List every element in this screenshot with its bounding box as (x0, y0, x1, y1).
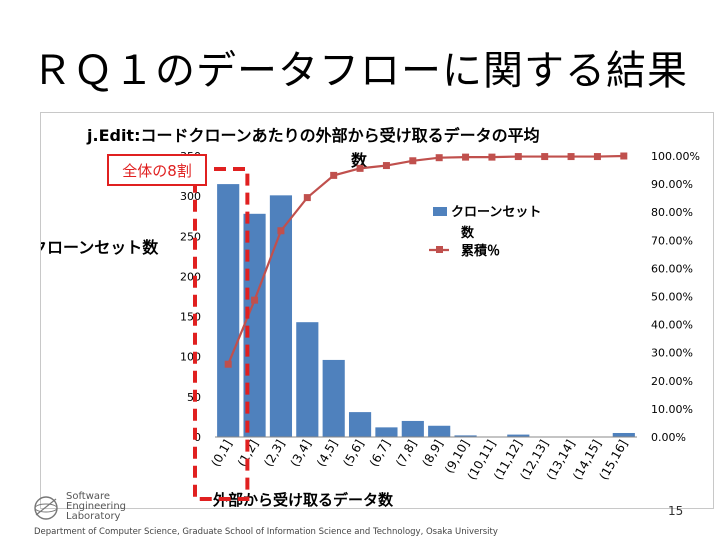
bar (507, 434, 530, 437)
bar (269, 195, 293, 437)
cumulative-point (593, 153, 601, 161)
chart-title-continued: 数 (351, 151, 368, 170)
cumulative-point (620, 152, 628, 160)
cumulative-line (227, 154, 624, 365)
cumulative-point (356, 164, 364, 172)
footer-text: Department of Computer Science, Graduate… (34, 527, 498, 537)
cumulative-point (382, 162, 390, 170)
logo-line: Laboratory (66, 511, 121, 522)
bar (454, 435, 477, 437)
logo-line: Engineering (66, 501, 126, 512)
legend-bar-label: クローンセット (451, 205, 541, 220)
x-tick-label: (8,9] (419, 438, 445, 470)
x-tick-label: (4,5] (314, 438, 340, 470)
y2-tick-label: 80.00% (651, 206, 693, 219)
legend-line-marker (436, 246, 443, 253)
logo-line: Software (66, 491, 111, 502)
bar (322, 359, 345, 437)
x-tick-label: (7,8] (393, 438, 419, 470)
cumulative-point (224, 360, 232, 368)
callout-label: 全体の8割 (122, 162, 192, 180)
x-axis-label: 外部から受け取るデータ数 (212, 491, 394, 508)
y2-tick-label: 100.00% (651, 150, 700, 163)
chart-title: j.Edit:コードクローンあたりの外部から受け取るデータの平均 (86, 126, 540, 145)
bar (217, 184, 240, 437)
y-tick-label: 250 (180, 230, 201, 243)
cumulative-point (303, 194, 311, 202)
cumulative-point (567, 153, 575, 161)
y2-tick-label: 70.00% (651, 234, 693, 247)
highlight-box (193, 167, 250, 501)
bar (296, 322, 319, 437)
y2-tick-label: 0.00% (651, 431, 686, 444)
cumulative-point (514, 153, 522, 161)
y2-tick-label: 10.00% (651, 403, 693, 416)
y-tick-label: 200 (180, 270, 201, 283)
x-tick-label: (6,7] (367, 438, 393, 470)
legend-bar-label-continued: 数 (461, 225, 475, 241)
y2-tick-label: 30.00% (651, 347, 693, 360)
cumulative-point (251, 296, 259, 304)
cumulative-point (277, 227, 285, 235)
y-tick-label: 100 (180, 351, 201, 364)
callout-box (107, 154, 207, 186)
y2-tick-label: 20.00% (651, 375, 693, 388)
x-tick-label: (2,3] (261, 438, 287, 470)
cumulative-point (488, 153, 496, 161)
bar (428, 425, 451, 437)
y2-tick-label: 60.00% (651, 262, 693, 275)
cumulative-point (330, 171, 338, 179)
y-tick-label: 150 (180, 311, 201, 324)
bar (401, 420, 424, 437)
cumulative-point (462, 153, 470, 161)
bar (612, 432, 635, 437)
y-tick-label: 300 (180, 190, 201, 203)
x-tick-label: (0,1] (208, 438, 234, 470)
legend-line-label: 累積％ (461, 243, 500, 259)
page-number: 15 (668, 504, 684, 518)
y2-tick-label: 40.00% (651, 319, 693, 332)
cumulative-point (541, 153, 549, 161)
y-axis-label: クローンセット数 (41, 238, 159, 257)
y2-tick-label: 50.00% (651, 291, 693, 304)
legend-bar-swatch (433, 207, 447, 216)
x-tick-label: (5,6] (340, 438, 366, 470)
cumulative-point (409, 157, 417, 165)
y2-tick-label: 90.00% (651, 178, 693, 191)
chart-area: j.Edit:コードクローンあたりの外部から受け取るデータの平均数 0 50 100 1… (40, 112, 714, 509)
lab-logo-icon (32, 493, 66, 527)
x-tick-label: (3,4] (288, 438, 314, 470)
pareto-chart: j.Edit:コードクローンあたりの外部から受け取るデータの平均数0501001… (41, 126, 700, 508)
lab-logo-text: Software Engineering Laboratory (66, 492, 126, 522)
y-tick-label: 0 (194, 431, 201, 444)
cumulative-point (435, 154, 443, 162)
slide-title: ＲＱ１のデータフローに関する結果 (32, 48, 688, 94)
bar (348, 412, 372, 437)
bar (375, 427, 398, 437)
